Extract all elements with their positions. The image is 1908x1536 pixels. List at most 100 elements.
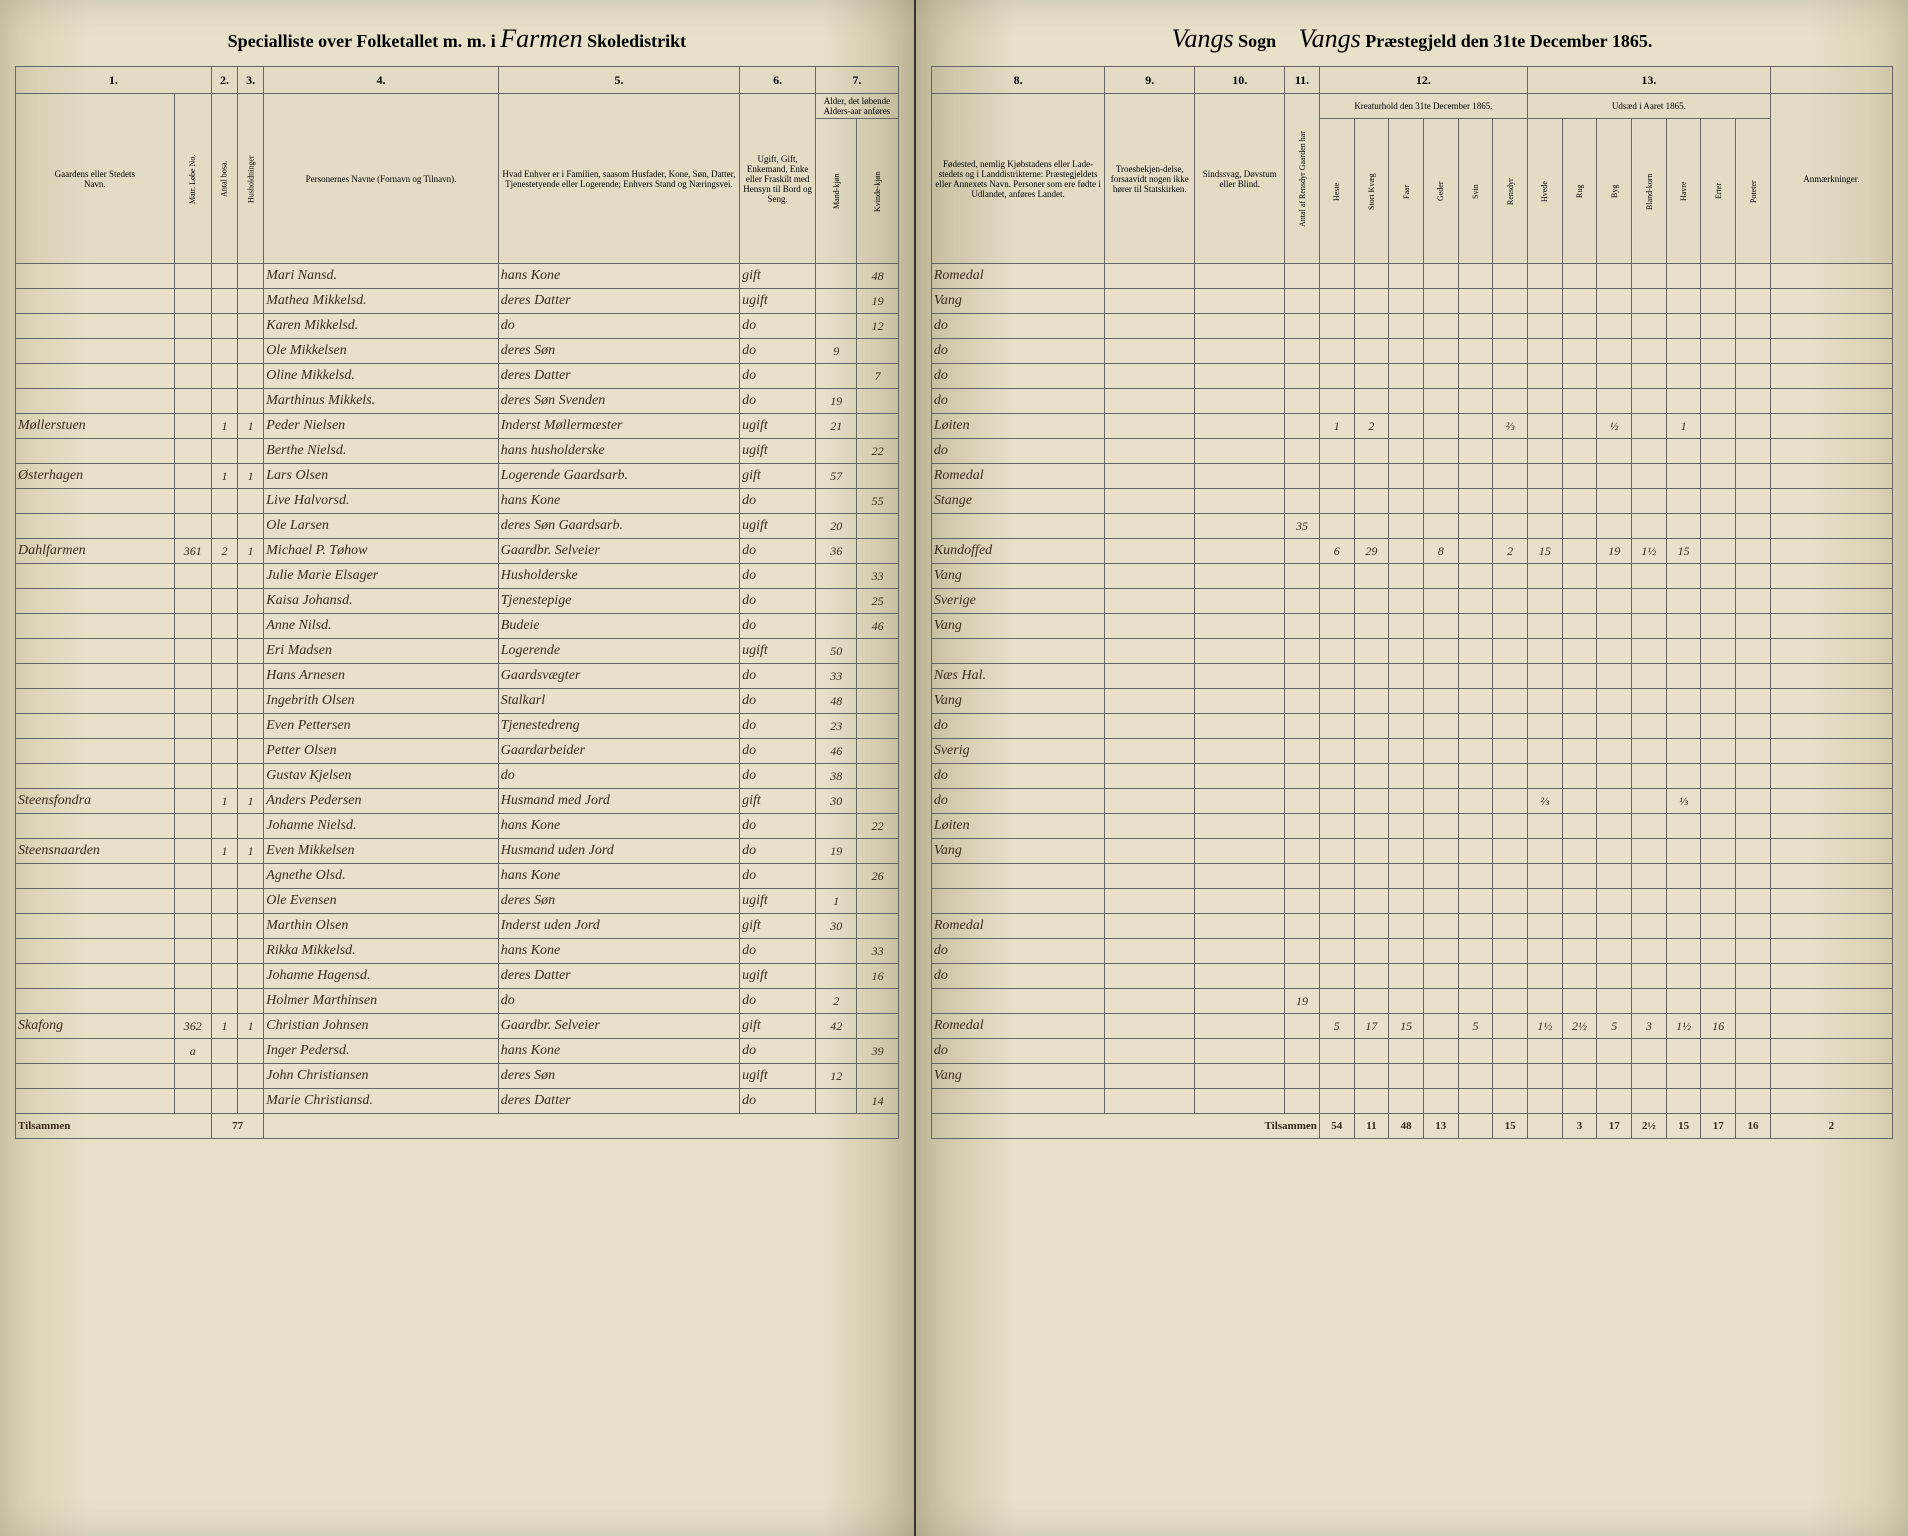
cell [1562, 989, 1597, 1014]
cell [1770, 989, 1892, 1014]
right-header: Vangs Sogn Vangs Præstegjeld den 31te De… [931, 20, 1893, 58]
cell [1389, 1064, 1424, 1089]
cell: Peder Nielsen [264, 414, 499, 439]
cell [1458, 889, 1493, 914]
cell: gift [740, 1014, 816, 1039]
cell [1770, 1039, 1892, 1064]
cell: Vang [931, 839, 1104, 864]
cell [1319, 289, 1354, 314]
cell: 19 [1597, 539, 1632, 564]
cell: ugift [740, 514, 816, 539]
cell [1701, 1064, 1736, 1089]
footer-val [1527, 1114, 1562, 1139]
header-sogn-lbl: Sogn [1238, 31, 1276, 51]
table-row: Næs Hal. [931, 664, 1892, 689]
cell [1354, 689, 1389, 714]
cell [1701, 1039, 1736, 1064]
cell: Husmand uden Jord [498, 839, 739, 864]
cell [1527, 314, 1562, 339]
cell: 35 [1285, 514, 1320, 539]
cell: deres Datter [498, 364, 739, 389]
cell [1701, 639, 1736, 664]
cell [211, 714, 237, 739]
cell [816, 289, 857, 314]
cell [1195, 714, 1285, 739]
cell [238, 614, 264, 639]
cell: hans Kone [498, 814, 739, 839]
cell [816, 964, 857, 989]
cell [1105, 514, 1195, 539]
cell [1493, 1039, 1528, 1064]
cell [1527, 264, 1562, 289]
cell [211, 289, 237, 314]
cell [1195, 339, 1285, 364]
cell [1105, 1039, 1195, 1064]
table-row: 35 [931, 514, 1892, 539]
cell [16, 564, 175, 589]
cell [174, 339, 211, 364]
cell [1458, 764, 1493, 789]
cell: hans Kone [498, 939, 739, 964]
cell: 36 [816, 539, 857, 564]
cell [1770, 914, 1892, 939]
cell [1354, 814, 1389, 839]
left-table: 1. 2. 3. 4. 5. 6. 7. Gaardens eller Sted… [15, 66, 899, 1139]
cell [1423, 439, 1458, 464]
cell: Steensnaarden [16, 839, 175, 864]
cell [1632, 864, 1667, 889]
cell [1770, 714, 1892, 739]
cell [1423, 714, 1458, 739]
cell: Ingebrith Olsen [264, 689, 499, 714]
cell [1423, 689, 1458, 714]
cell [1597, 764, 1632, 789]
cell: Møllerstuen [16, 414, 175, 439]
cell: Budeie [498, 614, 739, 639]
header-date: Præstegjeld den 31te December 1865. [1365, 31, 1652, 51]
cell [211, 639, 237, 664]
cell [238, 664, 264, 689]
cell: do [931, 1039, 1104, 1064]
cell: 5 [1458, 1014, 1493, 1039]
cell [1736, 889, 1771, 914]
cell [1423, 1039, 1458, 1064]
cell [1458, 864, 1493, 889]
cell: Romedal [931, 1014, 1104, 1039]
col-6: 6. [740, 67, 816, 94]
cell [174, 439, 211, 464]
cell [816, 489, 857, 514]
cell [1105, 964, 1195, 989]
cell [174, 1089, 211, 1114]
cell: ugift [740, 414, 816, 439]
cell: 362 [174, 1014, 211, 1039]
cell [1527, 564, 1562, 589]
cell [1701, 314, 1736, 339]
cell [238, 589, 264, 614]
cell [211, 864, 237, 889]
cell [1632, 1089, 1667, 1114]
cell: Østerhagen [16, 464, 175, 489]
cell: 15 [1527, 539, 1562, 564]
cell [1423, 1014, 1458, 1039]
ch-alder: Alder, det løbende Alders-aar anføres [816, 94, 899, 119]
cell [1597, 889, 1632, 914]
table-row: Østerhagen11Lars OlsenLogerende Gaardsar… [16, 464, 899, 489]
cell [1354, 839, 1389, 864]
cell [816, 939, 857, 964]
table-row: Petter OlsenGaardarbeiderdo46 [16, 739, 899, 764]
cell [1701, 1089, 1736, 1114]
cell [1319, 1064, 1354, 1089]
cell [1493, 839, 1528, 864]
cell [857, 514, 898, 539]
cell [1458, 614, 1493, 639]
cell [1423, 1089, 1458, 1114]
cell [1770, 839, 1892, 864]
cell [1770, 1014, 1892, 1039]
cell [1666, 614, 1701, 639]
cell [1770, 314, 1892, 339]
cell [1285, 689, 1320, 714]
cell: 1 [238, 539, 264, 564]
cell [1527, 914, 1562, 939]
cell [1195, 664, 1285, 689]
cell [1562, 514, 1597, 539]
cell [1195, 314, 1285, 339]
